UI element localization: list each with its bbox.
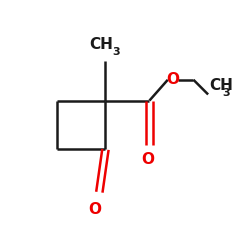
- Text: CH: CH: [90, 37, 114, 52]
- Text: CH: CH: [209, 78, 233, 93]
- Text: O: O: [142, 152, 155, 167]
- Text: O: O: [88, 202, 101, 217]
- Text: 3: 3: [223, 88, 230, 98]
- Text: O: O: [166, 72, 179, 87]
- Text: 3: 3: [112, 46, 120, 56]
